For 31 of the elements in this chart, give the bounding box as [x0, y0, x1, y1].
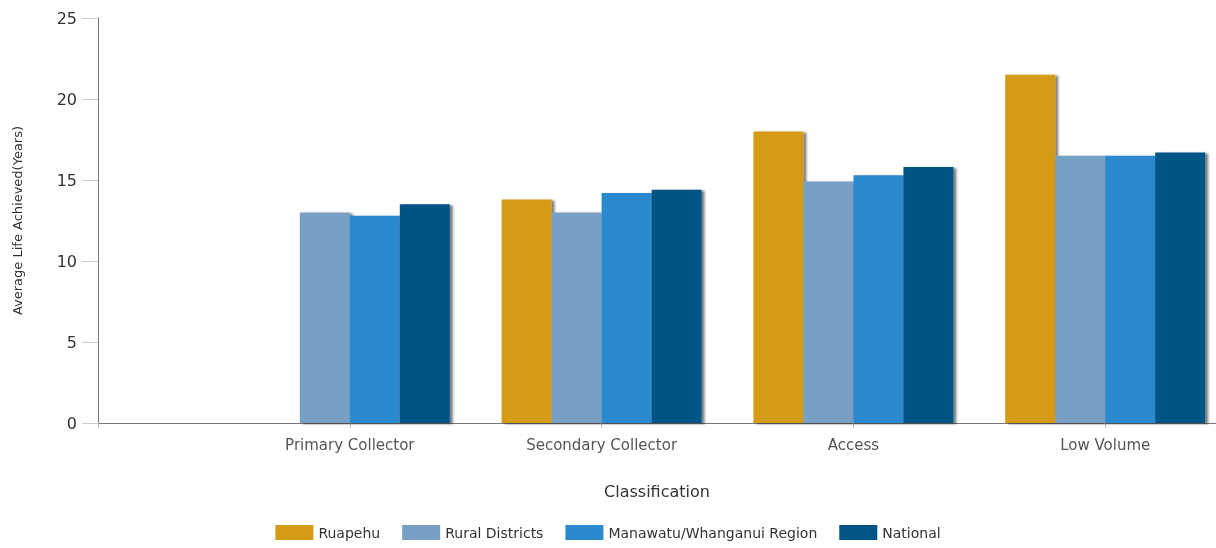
x-tick-label: Secondary Collector [526, 435, 678, 454]
y-tick-label: 25 [56, 8, 77, 28]
bar [1055, 155, 1106, 423]
x-tick-label: Access [827, 435, 880, 454]
y-tick-label: 20 [56, 89, 77, 109]
bar [501, 199, 552, 423]
bar [601, 192, 652, 423]
y-tick-label: 15 [56, 170, 77, 190]
x-axis-title: Classification [604, 481, 710, 501]
legend-label: Rural Districts [445, 524, 544, 541]
bar [299, 212, 350, 423]
bar [853, 175, 904, 423]
legend-label: Manawatu/Whanganui Region [608, 524, 818, 541]
legend-label: Ruapehu [318, 524, 381, 541]
x-tick-label: Primary Collector [285, 435, 416, 454]
bar [1155, 152, 1206, 423]
y-tick-label: 0 [66, 413, 77, 433]
y-tick-label: 5 [66, 332, 77, 352]
bar [399, 204, 450, 423]
y-tick-label: 10 [56, 251, 77, 271]
bar [803, 181, 854, 423]
bar [551, 212, 602, 423]
y-axis-title: Average Life Achieved(Years) [10, 125, 25, 316]
bar [753, 131, 804, 423]
bar [651, 189, 702, 423]
bar [1005, 74, 1056, 423]
bar [903, 167, 954, 423]
legend-label: National [882, 524, 941, 541]
bar [349, 215, 400, 423]
x-tick-label: Low Volume [1060, 435, 1151, 454]
bar [1105, 155, 1156, 423]
